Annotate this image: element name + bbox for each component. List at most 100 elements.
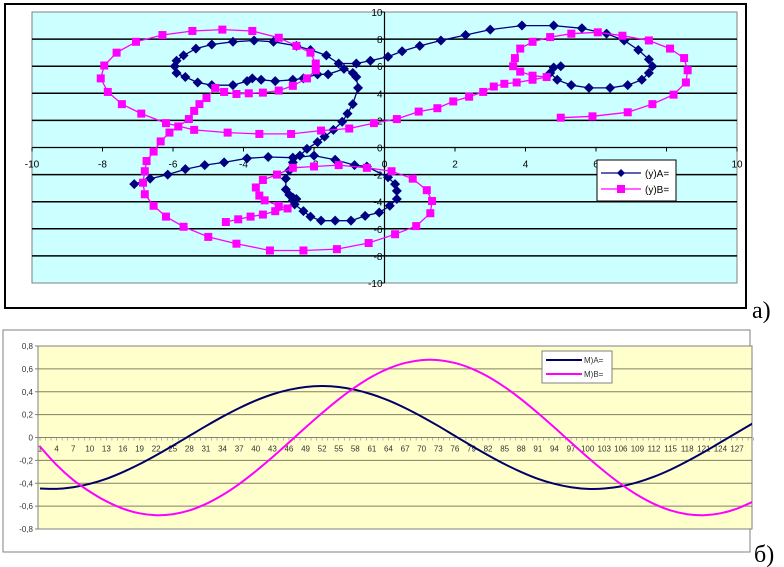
data-point-square [412,222,421,231]
data-point-square [422,186,431,195]
data-point-square [681,78,690,87]
data-point-square [516,67,525,76]
data-point-diamond [256,74,267,85]
data-point-diamond [330,215,341,226]
x-tick-label: 91 [533,445,542,454]
data-point-square [306,48,315,57]
data-point-diamond [180,164,191,175]
data-point-square [184,115,193,124]
y-tick-label: -8 [374,252,383,263]
data-point-square [387,167,396,176]
data-point-square [244,89,253,98]
data-point-diamond [346,215,357,226]
data-point-square [489,82,498,91]
data-point-square [310,162,318,171]
data-point-diamond [162,169,173,180]
data-point-diamond [190,43,201,54]
data-point-diamond [289,199,300,210]
data-point-square [391,230,400,239]
data-point-diamond [305,211,316,222]
data-point-diamond [249,35,260,46]
data-point-square [174,122,183,131]
data-point-square [149,201,158,210]
x-tick-label: 28 [185,445,194,454]
x-tick-label: 106 [614,445,628,454]
series-line-a [39,385,752,490]
x-tick-label: 2 [452,160,458,171]
data-point-square [479,87,488,96]
data-point-square [165,128,174,137]
data-point-diamond [287,152,298,163]
data-point-diamond [647,61,658,72]
y-tick-label: 8 [377,35,383,46]
data-point-square [221,218,230,227]
chart-a-series [96,20,692,255]
x-tick-label: 49 [301,445,310,454]
x-tick-label: 16 [119,445,128,454]
data-point-diamond [309,150,319,161]
chart-b: -0,8 -0,6 -0,4 -0,2 0 0,2 0,4 0,6 0,8 1 4 7 10 13 16 19… [2,329,774,567]
legend-square-icon [617,185,625,193]
data-point-diamond [351,58,362,69]
data-point-square [292,41,301,50]
data-point-diamond [219,157,230,168]
x-tick-label: -4 [239,160,248,171]
data-point-diamond [301,143,312,154]
data-point-diamond [351,72,362,83]
data-point-square [117,100,126,109]
data-point-diamond [338,63,349,74]
x-tick-label: 4 [54,445,59,454]
data-point-diamond [316,215,327,226]
data-point-square [334,161,343,170]
data-point-square [156,137,165,146]
data-point-square [246,212,255,221]
y-tick-label: -0,4 [19,479,33,488]
data-point-diamond [206,39,217,50]
data-point-square [255,191,264,200]
data-point-diamond [576,23,587,34]
data-point-square [528,71,537,80]
data-point-square [593,28,602,37]
x-tick-label: 115 [664,445,677,454]
data-point-diamond [397,46,408,57]
data-point-square [588,112,597,121]
legend-label: M)A= [584,356,604,365]
data-point-square [317,126,326,135]
data-point-diamond [242,153,253,164]
data-point-square [161,212,170,221]
data-point-square [265,246,274,255]
y-tick-label: -0,6 [19,502,33,511]
data-point-square [500,79,509,88]
data-point-square [202,94,211,103]
data-point-square [274,86,283,95]
data-point-diamond [129,179,140,190]
y-tick-label: 4 [377,89,383,100]
data-point-diamond [169,61,180,72]
series-line-b [39,358,752,517]
data-point-diamond [199,160,210,171]
chart-b-axes: -0,8 -0,6 -0,4 -0,2 0 0,2 0,4 0,6 0,8 1 4 7 10 13 16 19… [19,342,754,534]
data-point-square [248,26,257,35]
data-point-square [258,176,267,185]
data-point-diamond [516,20,527,31]
data-point-square [188,26,197,35]
data-point-square [232,89,241,98]
data-point-square [112,48,121,57]
x-tick-label: 6 [593,160,599,171]
x-tick-label: 124 [714,445,728,454]
legend-label: M)B= [584,370,604,379]
data-point-square [680,54,689,63]
x-tick-label: 1 [38,445,43,454]
data-point-diamond [566,80,577,91]
data-point-square [509,62,518,71]
data-point-square [392,115,401,124]
data-point-square [408,174,417,183]
y-tick-label: 10 [371,8,383,19]
legend-label: (y)B= [645,185,669,196]
data-point-square [131,37,140,46]
data-point-square [274,201,283,210]
x-tick-label: 109 [631,445,645,454]
data-point-diamond [337,116,348,127]
data-point-diamond [383,51,394,62]
x-tick-label: 127 [730,445,744,454]
